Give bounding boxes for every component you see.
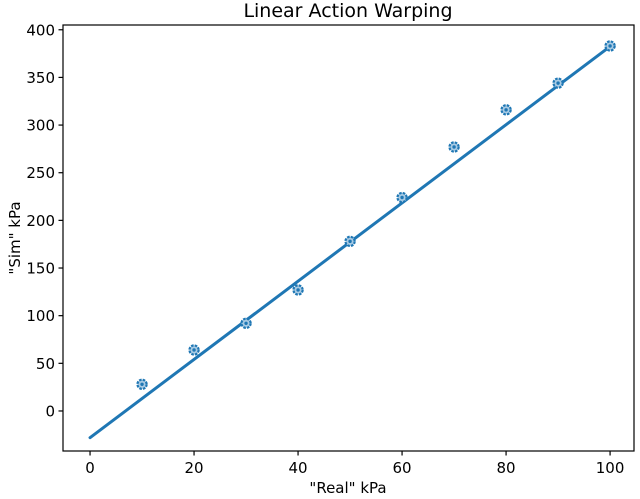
x-tick-label: 80 [497, 459, 516, 477]
x-tick-label: 40 [289, 459, 308, 477]
data-point-center-dot [244, 321, 248, 325]
y-tick-label: 0 [45, 402, 55, 420]
data-point-center-dot [400, 195, 404, 200]
y-tick-label: 200 [26, 212, 55, 230]
data-point-center-dot [608, 44, 612, 48]
y-axis-label: "Sim" kPa [6, 201, 24, 274]
y-tick-label: 350 [26, 69, 55, 87]
y-tick-label: 50 [36, 355, 55, 373]
x-tick-label: 60 [393, 459, 412, 477]
y-tick-label: 300 [26, 117, 55, 135]
data-point-center-dot [452, 145, 456, 149]
y-tick-label: 400 [26, 21, 55, 39]
data-point-center-dot [192, 348, 196, 352]
y-tick-label: 150 [26, 260, 55, 278]
x-tick-label: 0 [85, 459, 95, 477]
data-point-center-dot [504, 108, 508, 112]
data-point-center-dot [348, 239, 352, 244]
chart-title: Linear Action Warping [243, 0, 452, 22]
y-tick-label: 250 [26, 164, 55, 182]
plot-frame [62, 24, 635, 452]
y-tick-label: 100 [26, 307, 55, 325]
x-tick-label: 20 [185, 459, 204, 477]
data-point-center-dot [140, 382, 144, 386]
x-tick-label: 100 [596, 459, 625, 477]
x-axis-label: "Real" kPa [309, 479, 386, 497]
data-point-center-dot [296, 288, 300, 292]
data-point-center-dot [556, 81, 560, 85]
